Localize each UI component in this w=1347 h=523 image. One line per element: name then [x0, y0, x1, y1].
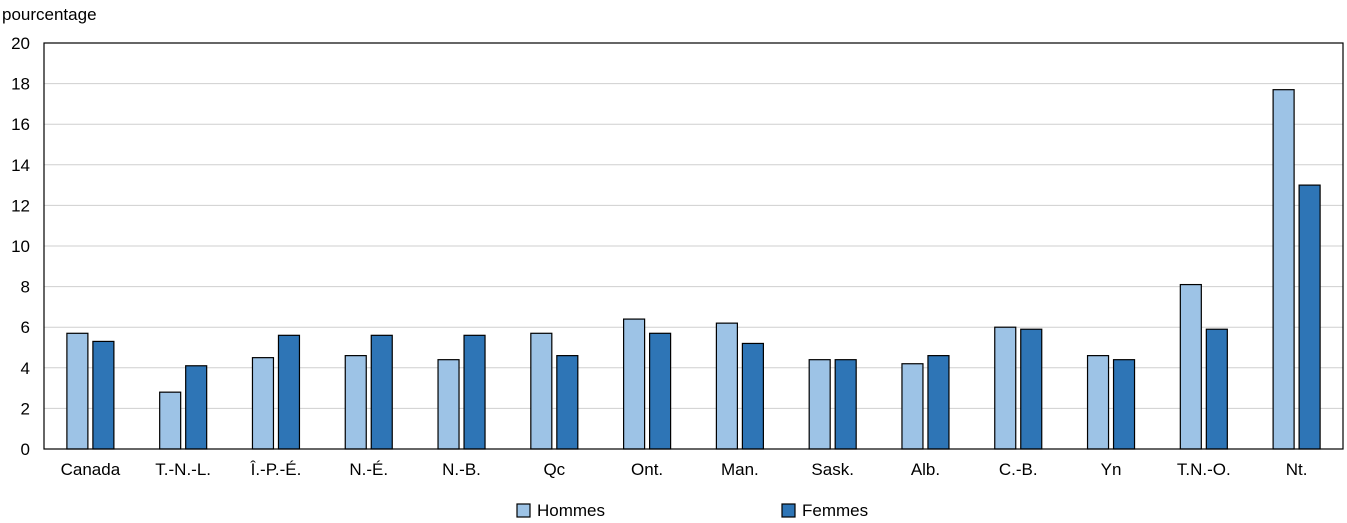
bar-femmes-6: [649, 332, 672, 450]
bar-femmes-11: [1112, 359, 1136, 450]
y-tick-label: 20: [11, 34, 30, 53]
bar-hommes-10: [994, 326, 1017, 450]
bar-femmes-10: [1020, 328, 1043, 450]
bar-hommes-8: [808, 359, 831, 450]
gridlines: [44, 83, 1343, 409]
x-tick-label: Qc: [543, 460, 565, 479]
bar-hommes-7: [715, 322, 738, 450]
bar-hommes-5: [530, 332, 553, 450]
legend-label: Femmes: [802, 501, 868, 520]
bar-femmes-4: [463, 334, 486, 450]
x-tick-label: Ont.: [631, 460, 663, 479]
y-tick-label: 4: [21, 359, 30, 378]
bars: [66, 89, 1321, 450]
bar-femmes-9: [927, 355, 950, 450]
bar-hommes-0: [66, 332, 89, 450]
bar-femmes-5: [556, 355, 579, 450]
bar-hommes-12: [1179, 283, 1202, 450]
x-tick-label: N.-B.: [442, 460, 481, 479]
bar-femmes-0: [92, 340, 115, 450]
bar-femmes-12: [1205, 328, 1228, 450]
y-tick-label: 8: [21, 278, 30, 297]
x-tick-label: Alb.: [911, 460, 940, 479]
x-tick-label: T.N.-O.: [1177, 460, 1231, 479]
x-tick-label: Canada: [61, 460, 121, 479]
bar-femmes-1: [185, 365, 208, 450]
x-tick-label: Sask.: [811, 460, 854, 479]
legend: Hommes Femmes: [516, 501, 868, 520]
bar-hommes-1: [159, 391, 182, 450]
bar-femmes-8: [834, 359, 857, 450]
y-tick-label: 12: [11, 196, 30, 215]
bar-femmes-2: [277, 334, 301, 450]
x-tick-label: Î.-P.-É.: [250, 460, 302, 479]
plot-frame: [43, 42, 1344, 450]
bar-hommes-2: [251, 357, 275, 450]
x-tick-label: C.-B.: [999, 460, 1038, 479]
bar-hommes-9: [901, 363, 924, 450]
bar-hommes-4: [437, 359, 460, 450]
y-tick-label: 6: [21, 318, 30, 337]
bar-hommes-13: [1272, 89, 1295, 450]
bar-hommes-11: [1086, 355, 1110, 450]
x-tick-label: N.-É.: [349, 460, 388, 479]
x-tick-label: Man.: [721, 460, 759, 479]
legend-swatch: [516, 503, 531, 518]
x-tick-label: Nt.: [1286, 460, 1308, 479]
y-axis-label: pourcentage: [2, 5, 97, 24]
legend-label: Hommes: [537, 501, 605, 520]
x-axis-labels: Canada T.-N.-L. Î.-P.-É. N.-É. N.-B. Qc Ont. Ma…: [61, 460, 1308, 479]
x-tick-label: T.-N.-L.: [155, 460, 211, 479]
y-tick-label: 18: [11, 75, 30, 94]
bar-hommes-3: [344, 355, 367, 450]
bar-femmes-7: [741, 342, 764, 450]
y-tick-label: 0: [21, 440, 30, 459]
y-tick-label: 14: [11, 156, 30, 175]
bar-femmes-3: [370, 334, 393, 450]
bar-hommes-6: [623, 318, 646, 450]
y-tick-label: 10: [11, 237, 30, 256]
y-axis-ticks: 0 2 4 6 8 10 12 14 16 18 20: [11, 34, 30, 459]
legend-swatch: [781, 503, 796, 518]
y-tick-label: 2: [21, 399, 30, 418]
y-tick-label: 16: [11, 115, 30, 134]
x-tick-label: Yn: [1101, 460, 1122, 479]
bar-femmes-13: [1298, 184, 1321, 450]
